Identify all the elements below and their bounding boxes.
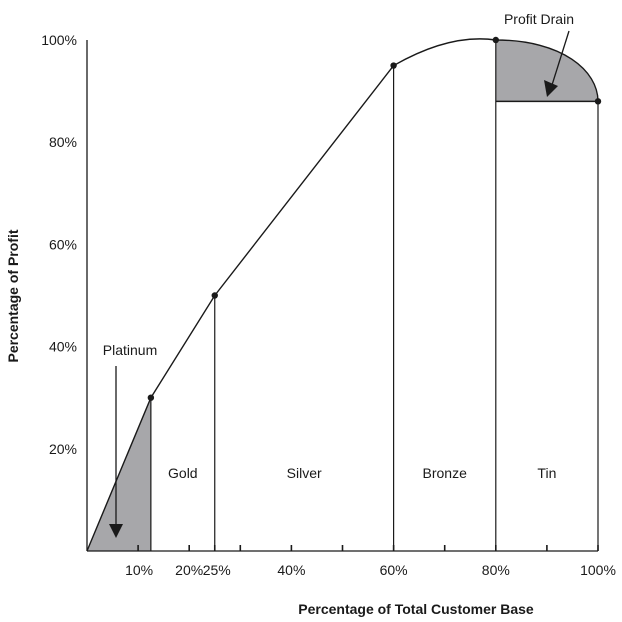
x-axis-title: Percentage of Total Customer Base — [298, 601, 534, 617]
y-tick-label: 60% — [49, 236, 77, 252]
profit-drain-region — [495, 40, 598, 102]
platinum-arrowhead — [109, 524, 123, 538]
platinum-annotation: Platinum — [103, 342, 157, 358]
y-tick-label: 100% — [41, 32, 77, 48]
y-tick-label: 40% — [49, 339, 77, 355]
x-tick-label: 100% — [580, 562, 616, 578]
data-point — [211, 292, 218, 299]
profit-drain-arrowhead — [544, 80, 558, 97]
x-tick-label: 60% — [380, 562, 408, 578]
data-point — [492, 36, 499, 44]
x-tick-label: 80% — [482, 562, 510, 578]
segment-label: Tin — [537, 465, 556, 481]
data-point — [390, 62, 397, 69]
y-tick-label: 80% — [49, 134, 77, 150]
x-tick-label: 10% — [125, 562, 153, 578]
segment-label: Gold — [168, 465, 198, 481]
profit-curve-line — [86, 65, 395, 552]
y-axis-title: Percentage of Profit — [5, 229, 21, 362]
x-tick-label: 25% — [203, 562, 231, 578]
profit-drain-annotation: Profit Drain — [504, 11, 574, 27]
y-tick-label: 20% — [49, 441, 77, 457]
x-tick-label: 40% — [277, 562, 305, 578]
data-point — [147, 394, 155, 401]
segment-label: Bronze — [423, 465, 468, 481]
profit-drain-arrow-line — [551, 30, 570, 86]
x-tick-label: 20% — [175, 562, 203, 578]
segment-label: Silver — [287, 465, 322, 481]
chart-labels: 10% 20% 25% 40% 60% 80% 100%20%40%60%80%100%Pe… — [5, 11, 616, 617]
chart-shapes — [86, 30, 602, 552]
data-point — [594, 98, 602, 105]
